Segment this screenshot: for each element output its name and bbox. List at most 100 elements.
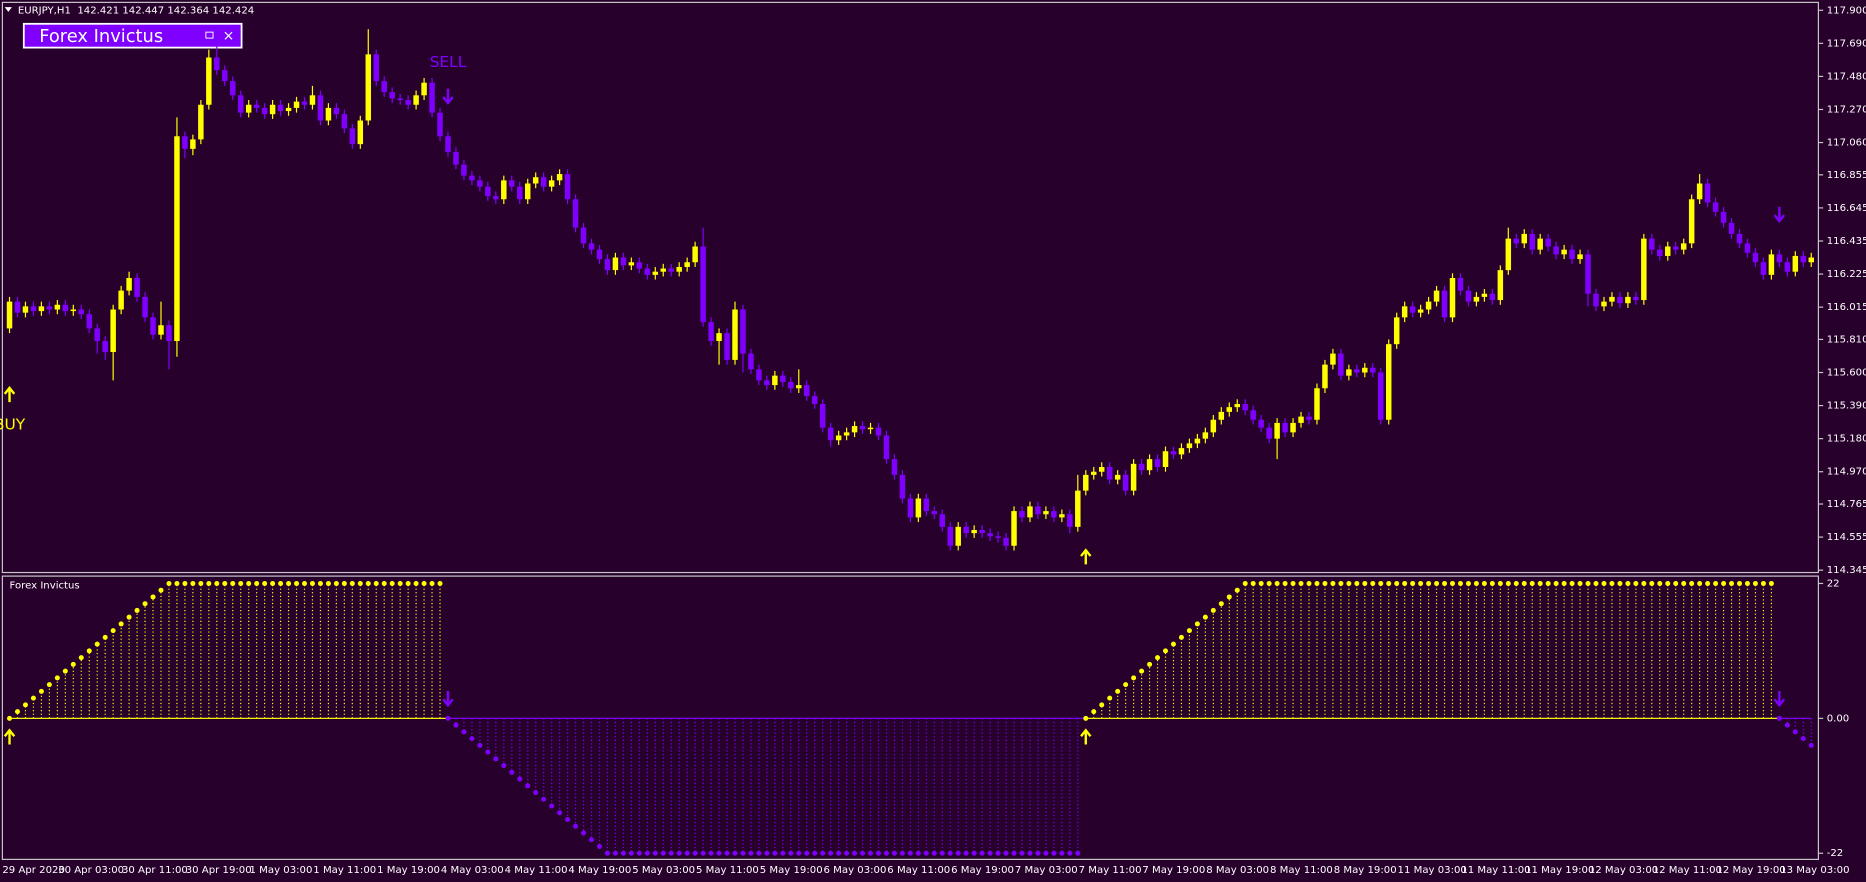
x-tick-label: 11 May 19:00 <box>1525 865 1594 876</box>
candle-body <box>1122 474 1129 491</box>
candle-body <box>1577 254 1583 260</box>
signal-arrow <box>1080 728 1092 745</box>
candle-body <box>979 530 985 534</box>
candle-body <box>1609 296 1615 302</box>
candle-body <box>214 57 220 71</box>
indicator-dot <box>317 580 323 586</box>
indicator-dot <box>1737 580 1743 586</box>
indicator-dot <box>102 634 108 640</box>
indicator-dot <box>405 580 411 586</box>
candle-body <box>1553 246 1559 255</box>
x-tick-label: 5 May 03:00 <box>632 865 695 876</box>
x-tick-label: 12 May 03:00 <box>1589 865 1658 876</box>
indicator-dot <box>413 580 419 586</box>
indicator-dot <box>1274 580 1280 586</box>
candle-body <box>947 526 953 546</box>
indicator-dot <box>222 580 228 586</box>
indicator-dot <box>1083 715 1089 721</box>
indicator-dot <box>907 850 913 856</box>
candle-body <box>1362 367 1368 373</box>
indicator-dot <box>1705 580 1711 586</box>
signal-arrow <box>3 728 16 745</box>
signal-arrow <box>1773 690 1786 708</box>
candle-body <box>891 459 898 475</box>
candle-body <box>1354 369 1360 373</box>
candle-body <box>1338 353 1344 376</box>
candle-body <box>692 246 698 263</box>
y-tick-label: 22 <box>1827 578 1840 589</box>
candle-body <box>1417 309 1424 313</box>
indicator-dot <box>1242 580 1248 586</box>
candle-body <box>532 177 539 184</box>
signal-arrow <box>3 385 16 403</box>
candle-body <box>1043 511 1049 515</box>
x-tick-label: 8 May 11:00 <box>1270 865 1333 876</box>
widget-close[interactable] <box>224 31 233 40</box>
candle-body <box>1712 202 1719 212</box>
candle-body <box>1489 293 1496 301</box>
candle-body <box>62 304 69 312</box>
indicator-dot <box>1792 729 1798 735</box>
candle-body <box>1051 511 1057 518</box>
indicator-dot <box>1266 580 1272 586</box>
candle-body <box>325 107 332 121</box>
indicator-dot <box>987 850 993 856</box>
indicator-dot <box>1402 580 1408 586</box>
x-tick-label: 12 May 11:00 <box>1653 865 1722 876</box>
indicator-dot <box>596 844 602 850</box>
indicator-dot <box>54 675 60 681</box>
candle-body <box>1274 422 1280 439</box>
candle-body <box>389 92 395 99</box>
indicator-dot <box>1218 601 1224 607</box>
candle-body <box>1019 511 1025 518</box>
symbol-header: EURJPY,H1 142.421 142.447 142.364 142.42… <box>18 6 254 17</box>
indicator-dot <box>1434 580 1440 586</box>
candle-body <box>1146 459 1153 471</box>
candle-body <box>1306 416 1312 420</box>
widget-restore[interactable] <box>205 31 214 39</box>
indicator-dot <box>1178 634 1184 640</box>
indicator-dot <box>1426 580 1432 586</box>
candle-body <box>1138 463 1145 471</box>
indicator-dot <box>485 749 491 755</box>
candle-body <box>405 100 411 105</box>
indicator-dot <box>1601 580 1607 586</box>
indicator-dot <box>373 580 379 586</box>
candle-body <box>413 95 419 105</box>
indicator-dot <box>38 688 44 694</box>
indicator-dot <box>1115 688 1121 694</box>
indicator-dot <box>883 850 889 856</box>
candle-body <box>1728 222 1735 234</box>
indicator-dot <box>1497 580 1503 586</box>
indicator-dot <box>1569 580 1575 586</box>
indicator-dot <box>1378 580 1384 586</box>
indicator-dot <box>365 580 371 586</box>
candle-body <box>230 81 236 96</box>
candle-body <box>644 268 651 275</box>
y-tick-label: 114.345 <box>1827 565 1866 576</box>
indicator-dot <box>971 850 977 856</box>
candle-body <box>1202 432 1209 439</box>
indicator-dot <box>1234 587 1240 593</box>
candle-body <box>1585 254 1591 294</box>
menu-triangle[interactable] <box>4 7 12 12</box>
indicator-dot <box>796 850 802 856</box>
candle-body <box>1130 463 1137 491</box>
candle-body <box>796 385 802 389</box>
x-tick-label: 13 May 03:00 <box>1780 865 1849 876</box>
indicator-dot <box>126 614 132 620</box>
candle-body <box>461 164 467 176</box>
indicator-dot <box>716 850 722 856</box>
indicator-dot <box>772 850 778 856</box>
indicator-dot <box>868 850 874 856</box>
indicator-dot <box>309 580 315 586</box>
candle-body <box>676 266 682 272</box>
indicator-dot <box>381 580 387 586</box>
indicator-dot <box>557 810 563 816</box>
candle-body <box>660 268 666 272</box>
candle-body <box>580 227 587 244</box>
candle-body <box>1314 388 1320 420</box>
indicator-dot <box>509 769 515 775</box>
candle-body <box>1178 448 1185 455</box>
